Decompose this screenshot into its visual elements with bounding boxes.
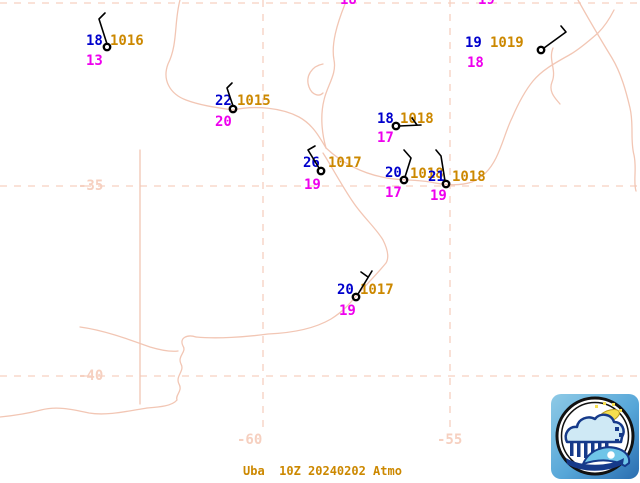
edge-dewpoint: 19 (478, 0, 495, 8)
graticule (0, 0, 640, 433)
lon-label-55: -55 (437, 432, 463, 448)
station-pressure: 1017 (360, 282, 394, 298)
lon-label-60: -60 (237, 432, 263, 448)
edge-dewpoint: 18 (340, 0, 357, 8)
station-dewpoint: 19 (430, 188, 447, 204)
station-dewpoint: 17 (385, 185, 402, 201)
uruguay-river (321, 3, 346, 149)
station-dewpoint: 17 (377, 130, 394, 146)
parana-river (165, 0, 234, 111)
bahia-blanca-shore (79, 326, 179, 352)
station-pressure: 1015 (237, 93, 271, 109)
station-circle (399, 175, 409, 185)
weather-department-logo-icon (551, 394, 639, 479)
wind-barb (435, 149, 446, 182)
wind-barb (307, 145, 320, 169)
wind-barb (543, 25, 567, 49)
river-loop (307, 63, 324, 96)
station-circle (228, 104, 238, 114)
station-pressure: 1018 (400, 111, 434, 127)
cape-coast (146, 335, 197, 409)
atlantic-east-coast (577, 0, 637, 192)
south-coast (0, 407, 148, 418)
station-dewpoint: 20 (215, 114, 232, 130)
station-temperature: 20 (337, 282, 354, 298)
lat-label-35: -35 (78, 178, 104, 194)
station-dewpoint: 19 (339, 303, 356, 319)
station-temperature: 22 (215, 93, 232, 109)
station-dewpoint: 18 (467, 55, 484, 71)
station-pressure: 1019 (490, 35, 524, 51)
station-circle (102, 42, 112, 52)
cloud-icon (564, 413, 625, 444)
wind-barb (357, 270, 373, 295)
wind-barb (398, 117, 422, 127)
station-pressure: 1016 (110, 33, 144, 49)
station-circle (391, 121, 401, 131)
coastal-lagoon (550, 47, 561, 105)
station-dewpoint: 13 (86, 53, 103, 69)
station-temperature: 18 (377, 111, 394, 127)
station-circle (351, 292, 361, 302)
station-temperature: 21 (428, 169, 445, 185)
station-circle (316, 166, 326, 176)
station-temperature: 18 (86, 33, 103, 49)
station-pressure: 1017 (328, 155, 362, 171)
wind-barb (226, 82, 234, 107)
station-pressure: 1018 (452, 169, 486, 185)
station-dewpoint: 19 (304, 177, 321, 193)
wind-barb (98, 12, 108, 45)
station-pressure: 1018 (410, 166, 444, 182)
map-caption: Uba 10Z 20240202 Atmo (243, 464, 402, 478)
station-circle (441, 179, 451, 189)
station-circle (536, 45, 546, 55)
buenos-aires-coast (195, 152, 389, 339)
delta-shore (232, 106, 327, 149)
wave-icon (566, 446, 631, 471)
station-temperature: 26 (303, 155, 320, 171)
wind-barb (403, 149, 412, 178)
lat-label-40: -40 (78, 368, 104, 384)
station-temperature: 20 (385, 165, 402, 181)
station-temperature: 19 (465, 35, 482, 51)
